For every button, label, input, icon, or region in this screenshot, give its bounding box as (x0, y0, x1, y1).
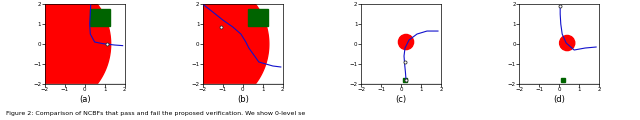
Bar (403, 78, 406, 82)
Bar (248, 9, 268, 26)
X-axis label: (c): (c) (396, 95, 406, 104)
X-axis label: (a): (a) (79, 95, 90, 104)
Polygon shape (45, 0, 111, 110)
Circle shape (399, 34, 413, 50)
Circle shape (559, 35, 575, 51)
X-axis label: (d): (d) (553, 95, 565, 104)
Bar (561, 78, 564, 82)
Bar (90, 9, 109, 26)
Polygon shape (203, 0, 269, 110)
Text: Figure 2: Comparison of NCBFs that pass and fail the proposed verification. We s: Figure 2: Comparison of NCBFs that pass … (6, 111, 306, 116)
X-axis label: (b): (b) (237, 95, 249, 104)
